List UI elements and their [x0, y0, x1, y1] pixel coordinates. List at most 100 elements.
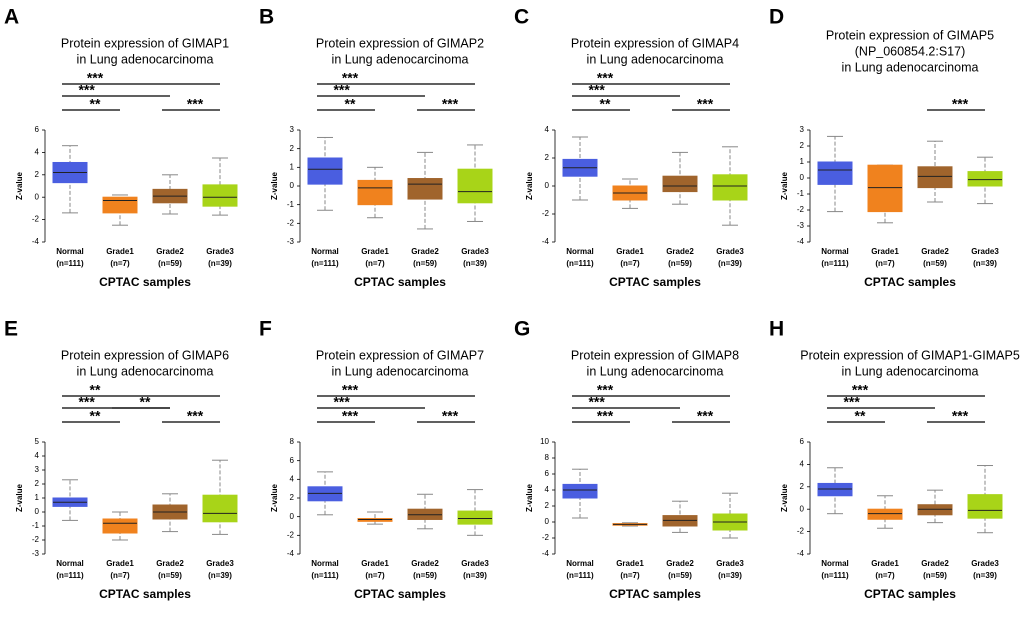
sample-size: (n=39)	[718, 259, 742, 268]
y-tick-label: 2	[800, 482, 805, 491]
box	[202, 184, 238, 207]
significance-label: ***	[442, 408, 459, 424]
y-tick-label: 2	[545, 501, 550, 510]
y-tick-label: -1	[797, 189, 805, 198]
y-tick-label: 0	[35, 192, 40, 201]
significance-label: **	[140, 394, 151, 410]
category-label: Grade1	[106, 559, 134, 568]
significance-label: ***	[333, 82, 350, 98]
panel-title: in Lung adenocarcinoma	[587, 364, 724, 378]
panel-title: Protein expression of GIMAP8	[571, 348, 739, 362]
box-panel: E Protein expression of GIMAP6 in Lung ade…	[4, 318, 238, 601]
significance-label: ***	[187, 96, 204, 112]
category-label: Grade1	[361, 247, 389, 256]
significance-label: ***	[843, 394, 860, 410]
y-tick-label: 0	[800, 173, 805, 182]
y-tick-label: -4	[542, 237, 550, 246]
category-label: Grade2	[921, 559, 949, 568]
box	[917, 504, 953, 516]
category-label: Normal	[311, 247, 339, 256]
y-axis-label: Z-value	[525, 483, 534, 512]
y-tick-label: 3	[35, 465, 40, 474]
y-tick-label: 4	[35, 148, 40, 157]
category-label: Normal	[566, 559, 594, 568]
y-tick-label: 0	[290, 181, 295, 190]
significance-label: ***	[597, 408, 614, 424]
panel-title: Protein expression of GIMAP4	[571, 36, 739, 50]
panel-title: Protein expression of GIMAP1	[61, 36, 229, 50]
sample-size: (n=7)	[365, 259, 385, 268]
panel-label: B	[259, 6, 274, 29]
panel-title: Protein expression of GIMAP7	[316, 348, 484, 362]
significance-label: **	[345, 96, 356, 112]
significance-label: **	[90, 96, 101, 112]
category-label: Normal	[311, 559, 339, 568]
significance-label: ***	[597, 382, 614, 398]
sample-size: (n=111)	[56, 571, 84, 580]
sample-size: (n=59)	[668, 259, 692, 268]
y-tick-label: 8	[290, 437, 295, 446]
y-tick-label: 0	[35, 507, 40, 516]
y-tick-label: 1	[35, 493, 40, 502]
sample-size: (n=7)	[110, 571, 130, 580]
significance-label: ***	[588, 394, 605, 410]
sample-size: (n=111)	[311, 259, 339, 268]
category-label: Normal	[821, 247, 849, 256]
panel-title: (NP_060854.2:S17)	[855, 44, 966, 58]
x-axis-label: CPTAC samples	[864, 587, 956, 601]
y-tick-label: 2	[290, 144, 295, 153]
y-tick-label: 0	[545, 181, 550, 190]
panel-title: in Lung adenocarcinoma	[842, 364, 979, 378]
panel-title: Protein expression of GIMAP2	[316, 36, 484, 50]
panel-title: in Lung adenocarcinoma	[332, 52, 469, 66]
significance-label: ***	[597, 70, 614, 86]
box	[817, 482, 853, 497]
category-label: Normal	[56, 559, 84, 568]
y-axis-label: Z-value	[270, 171, 279, 200]
y-tick-label: 2	[35, 170, 40, 179]
significance-label: ***	[187, 408, 204, 424]
y-tick-label: 4	[545, 125, 550, 134]
significance-label: ***	[852, 382, 869, 398]
y-tick-label: -2	[287, 530, 295, 539]
y-tick-label: 6	[35, 125, 40, 134]
sample-size: (n=39)	[973, 259, 997, 268]
category-label: Grade2	[666, 559, 694, 568]
box	[867, 164, 903, 213]
category-label: Grade3	[206, 559, 234, 568]
category-label: Normal	[566, 247, 594, 256]
sample-size: (n=59)	[413, 259, 437, 268]
category-label: Grade3	[971, 559, 999, 568]
sample-size: (n=7)	[875, 571, 895, 580]
box	[712, 174, 748, 201]
box	[457, 168, 493, 204]
significance-label: ***	[342, 408, 359, 424]
y-tick-label: 2	[290, 493, 295, 502]
significance-label: ***	[442, 96, 459, 112]
sample-size: (n=111)	[821, 571, 849, 580]
box-panel: B Protein expression of GIMAP2 in Lung ade…	[259, 6, 493, 289]
significance-label: ***	[342, 382, 359, 398]
y-axis-label: Z-value	[780, 483, 789, 512]
y-tick-label: -3	[287, 237, 295, 246]
panel-title: in Lung adenocarcinoma	[842, 60, 979, 74]
y-axis-label: Z-value	[270, 483, 279, 512]
significance-label: ***	[342, 70, 359, 86]
sample-size: (n=7)	[365, 571, 385, 580]
panel-label: F	[259, 318, 272, 341]
panel-title: Protein expression of GIMAP1-GIMAP5	[800, 348, 1020, 362]
sample-size: (n=59)	[923, 571, 947, 580]
sample-size: (n=111)	[311, 571, 339, 580]
sample-size: (n=39)	[208, 259, 232, 268]
sample-size: (n=59)	[668, 571, 692, 580]
significance-label: **	[855, 408, 866, 424]
box	[967, 494, 1003, 519]
box	[407, 178, 443, 200]
y-axis-label: Z-value	[780, 171, 789, 200]
significance-label: **	[90, 408, 101, 424]
panel-label: E	[4, 318, 18, 341]
category-label: Grade1	[616, 247, 644, 256]
x-axis-label: CPTAC samples	[609, 275, 701, 289]
y-tick-label: -4	[287, 549, 295, 558]
